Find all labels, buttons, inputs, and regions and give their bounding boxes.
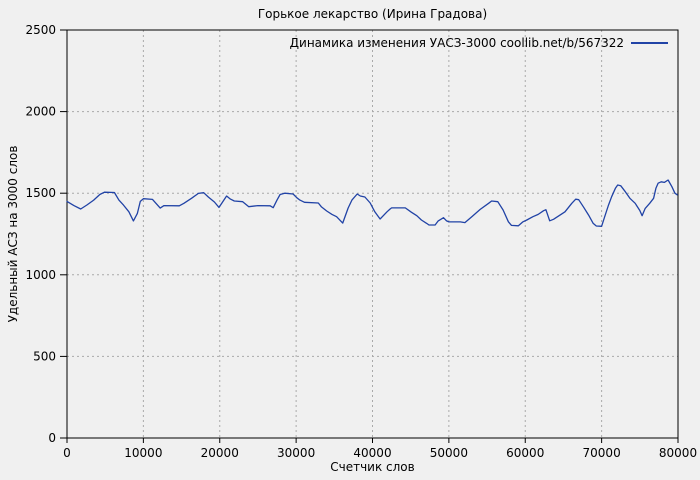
x-tick-label: 10000 (124, 446, 162, 460)
y-tick-label: 1500 (25, 186, 56, 200)
x-tick-label: 60000 (506, 446, 544, 460)
legend: Динамика изменения УАСЗ-3000 coollib.net… (290, 36, 668, 50)
y-tick-label: 2500 (25, 23, 56, 37)
y-tick-label: 2000 (25, 105, 56, 119)
x-tick-label: 20000 (201, 446, 239, 460)
x-tick-label: 40000 (353, 446, 391, 460)
x-axis-label: Счетчик слов (330, 460, 415, 474)
y-tick-label: 0 (48, 431, 56, 445)
x-tick-label: 70000 (583, 446, 621, 460)
x-tick-label: 0 (63, 446, 71, 460)
chart-title: Горькое лекарство (Ирина Градова) (257, 7, 488, 21)
legend-series-label: Динамика изменения УАСЗ-3000 coollib.net… (289, 36, 624, 50)
y-tick-label: 500 (33, 349, 56, 363)
x-tick-label: 80000 (659, 446, 697, 460)
y-tick-label: 1000 (25, 268, 56, 282)
data-series-line (66, 179, 678, 227)
legend-line-sample (631, 42, 668, 44)
x-tick-label: 50000 (430, 446, 468, 460)
x-tick-label: 30000 (277, 446, 315, 460)
